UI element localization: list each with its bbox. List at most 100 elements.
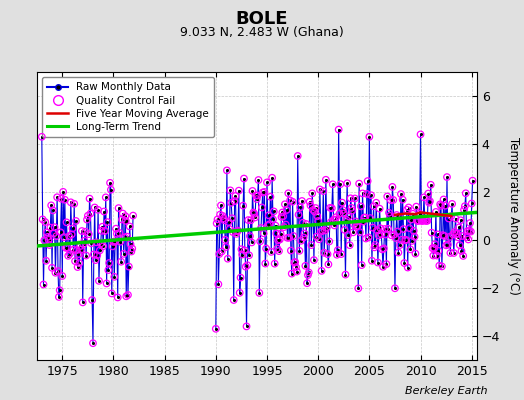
- Point: [440, 233, 449, 239]
- Point: [344, 232, 352, 238]
- Point: [245, 252, 253, 258]
- Point: [242, 264, 250, 270]
- Point: [220, 217, 228, 224]
- Point: [447, 213, 455, 219]
- Point: [344, 232, 352, 238]
- Point: [464, 236, 473, 243]
- Point: [123, 234, 132, 240]
- Point: [50, 224, 59, 230]
- Point: [254, 177, 263, 183]
- Point: [213, 216, 222, 223]
- Point: [265, 212, 273, 218]
- Point: [87, 240, 95, 246]
- Point: [331, 216, 340, 223]
- Point: [432, 252, 441, 259]
- Point: [345, 213, 353, 220]
- Point: [318, 228, 326, 234]
- Point: [433, 231, 442, 238]
- Point: [226, 187, 235, 194]
- Point: [239, 202, 247, 209]
- Point: [451, 215, 460, 222]
- Point: [414, 218, 422, 224]
- Point: [299, 220, 307, 226]
- Point: [379, 264, 387, 270]
- Point: [431, 241, 439, 247]
- Point: [441, 202, 450, 209]
- Point: [110, 274, 118, 280]
- Point: [67, 199, 75, 206]
- Point: [410, 234, 419, 240]
- Point: [318, 228, 326, 234]
- Point: [357, 203, 365, 210]
- Point: [275, 248, 283, 254]
- Point: [427, 182, 435, 188]
- Point: [277, 214, 286, 220]
- Point: [118, 216, 126, 223]
- Point: [467, 228, 475, 235]
- Point: [376, 225, 385, 232]
- Point: [402, 237, 410, 243]
- Point: [329, 181, 337, 188]
- Point: [266, 194, 275, 200]
- Point: [283, 235, 292, 241]
- Point: [425, 200, 433, 206]
- Point: [250, 210, 258, 217]
- Point: [334, 247, 342, 253]
- Point: [350, 221, 358, 228]
- Point: [102, 194, 110, 200]
- Point: [284, 190, 292, 196]
- Point: [382, 261, 390, 267]
- Point: [311, 208, 319, 215]
- Point: [411, 250, 420, 257]
- Point: [93, 252, 102, 258]
- Point: [284, 190, 292, 196]
- Point: [222, 244, 230, 250]
- Point: [282, 207, 291, 213]
- Point: [234, 228, 242, 234]
- Point: [307, 202, 315, 209]
- Point: [446, 250, 455, 256]
- Point: [351, 195, 359, 202]
- Point: [435, 262, 443, 269]
- Point: [397, 191, 405, 197]
- Point: [332, 214, 340, 220]
- Point: [291, 259, 299, 265]
- Point: [301, 263, 310, 269]
- Point: [41, 219, 49, 225]
- Point: [233, 228, 242, 234]
- Point: [429, 252, 438, 259]
- Point: [54, 294, 63, 300]
- Point: [129, 212, 137, 219]
- Point: [401, 237, 409, 243]
- Point: [262, 245, 270, 252]
- Point: [395, 214, 403, 220]
- Point: [443, 174, 451, 180]
- Point: [43, 234, 52, 240]
- Point: [57, 229, 65, 236]
- Point: [444, 215, 453, 222]
- Point: [302, 221, 310, 227]
- Point: [342, 217, 351, 223]
- Point: [235, 290, 244, 296]
- Point: [271, 222, 280, 229]
- Point: [290, 260, 299, 266]
- Point: [445, 234, 454, 240]
- Point: [75, 260, 83, 266]
- Point: [333, 252, 341, 258]
- Point: [324, 261, 333, 268]
- Point: [247, 239, 256, 246]
- Text: Berkeley Earth: Berkeley Earth: [405, 386, 487, 396]
- Point: [46, 224, 54, 231]
- Point: [97, 228, 106, 234]
- Point: [240, 175, 248, 182]
- Point: [295, 248, 303, 254]
- Point: [450, 250, 458, 256]
- Point: [348, 208, 356, 214]
- Point: [315, 186, 324, 193]
- Point: [263, 179, 271, 186]
- Point: [102, 280, 111, 287]
- Point: [121, 213, 129, 219]
- Point: [452, 230, 461, 237]
- Point: [354, 285, 363, 292]
- Point: [439, 232, 447, 238]
